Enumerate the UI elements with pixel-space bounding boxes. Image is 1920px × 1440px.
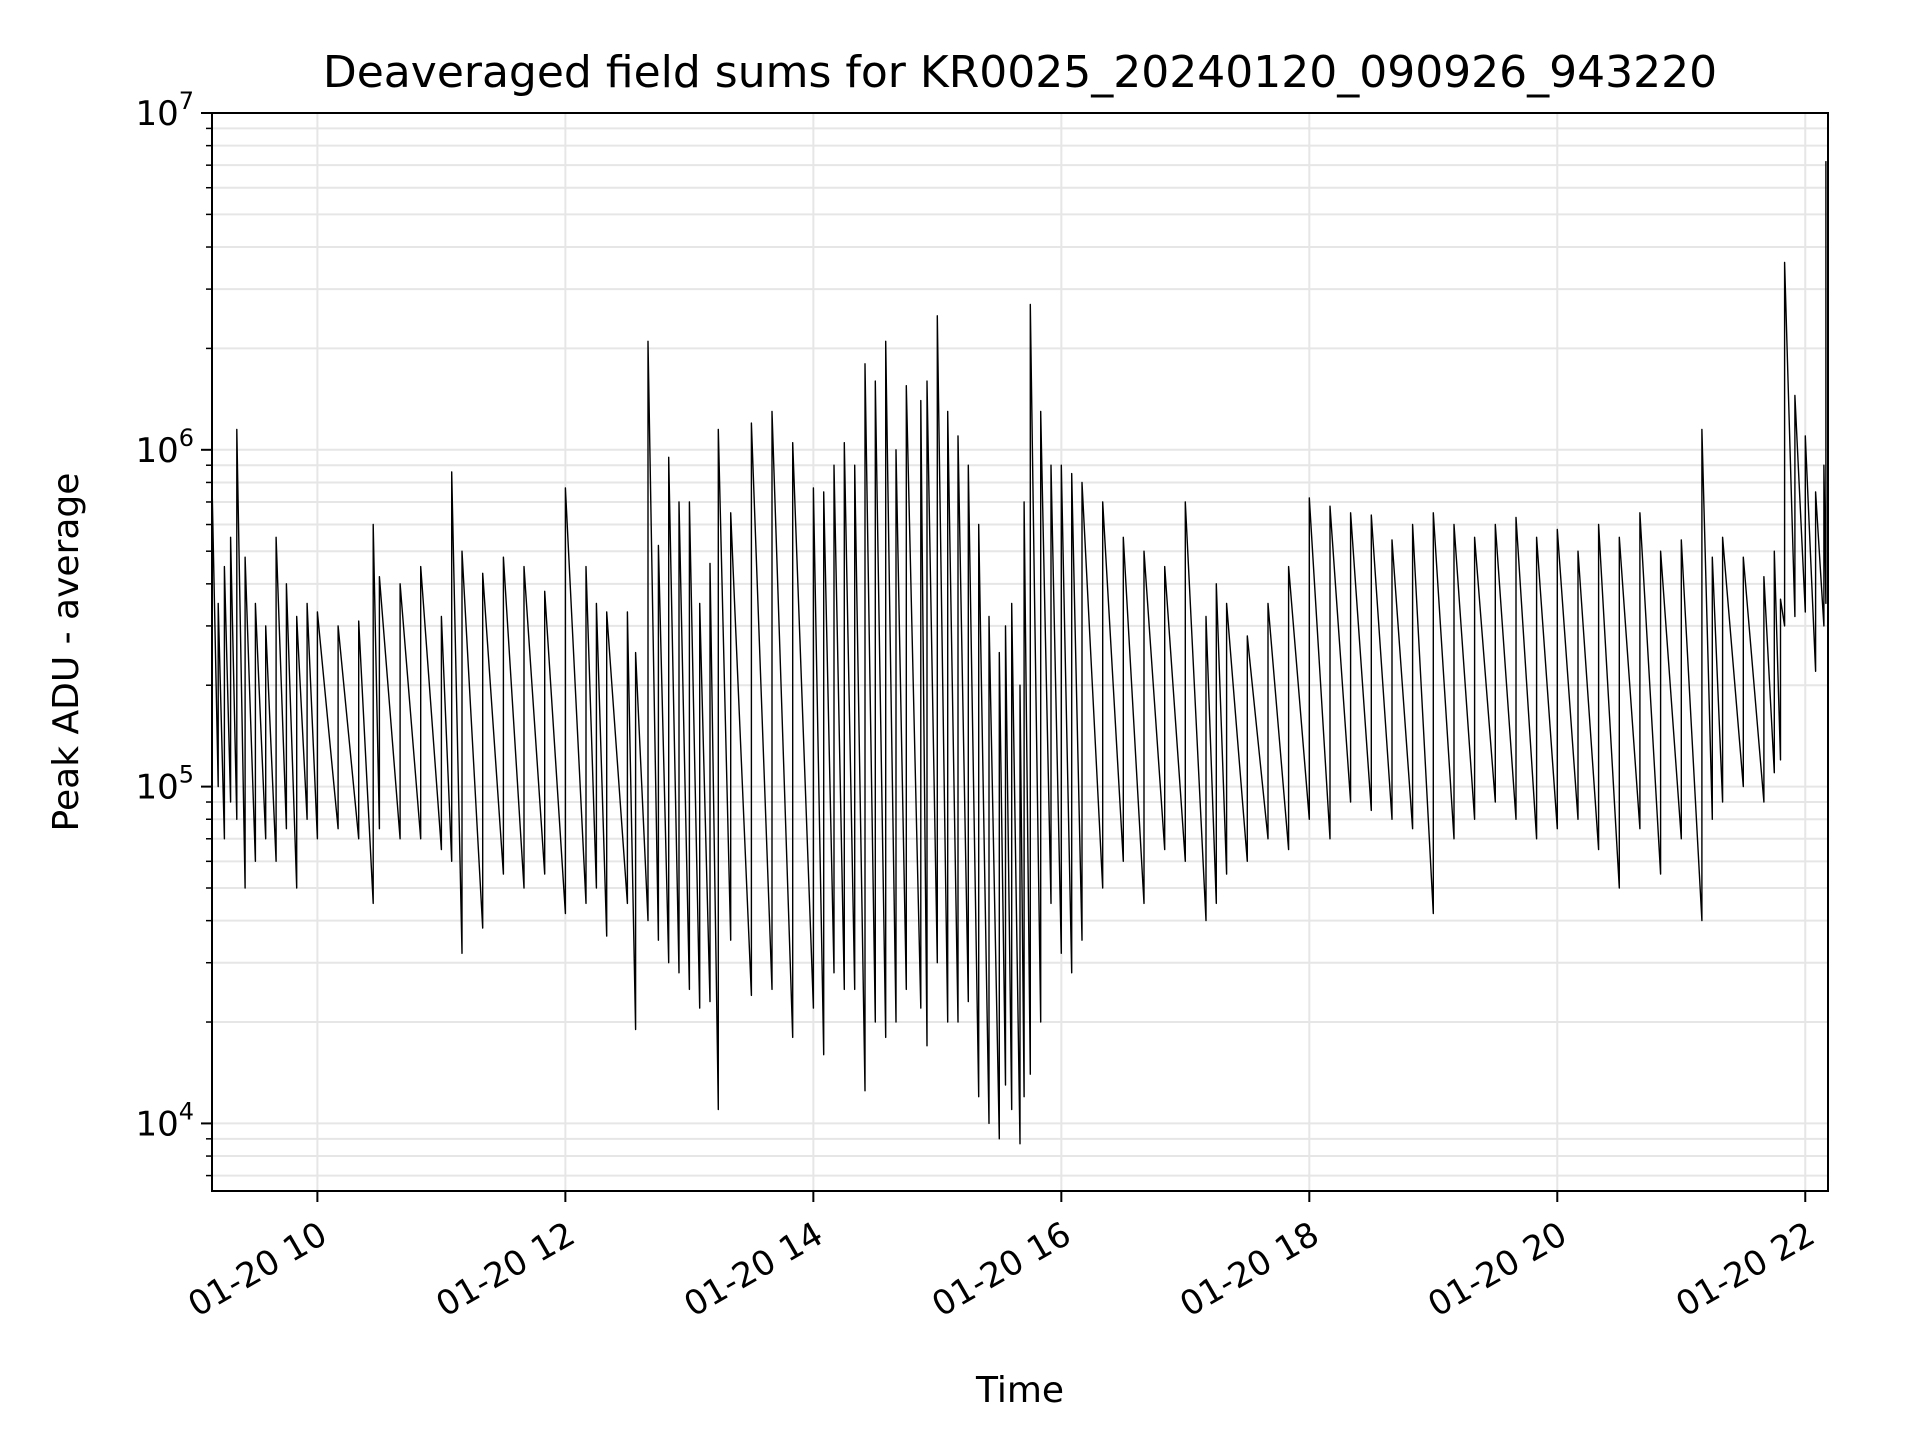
plot-area-frame — [211, 112, 1829, 1192]
y-axis-title: Peak ADU - average — [46, 473, 87, 832]
series-line-group — [211, 161, 1827, 1145]
chart-title: Deaveraged field sums for KR0025_2024012… — [323, 47, 1717, 98]
y-tick-label: 105 — [135, 761, 194, 808]
x-axis-title: Time — [975, 1370, 1064, 1411]
series-line — [211, 161, 1827, 1145]
y-tick-label: 107 — [135, 87, 194, 134]
y-tick-label: 106 — [135, 424, 194, 471]
y-tick-label: 104 — [135, 1097, 194, 1144]
